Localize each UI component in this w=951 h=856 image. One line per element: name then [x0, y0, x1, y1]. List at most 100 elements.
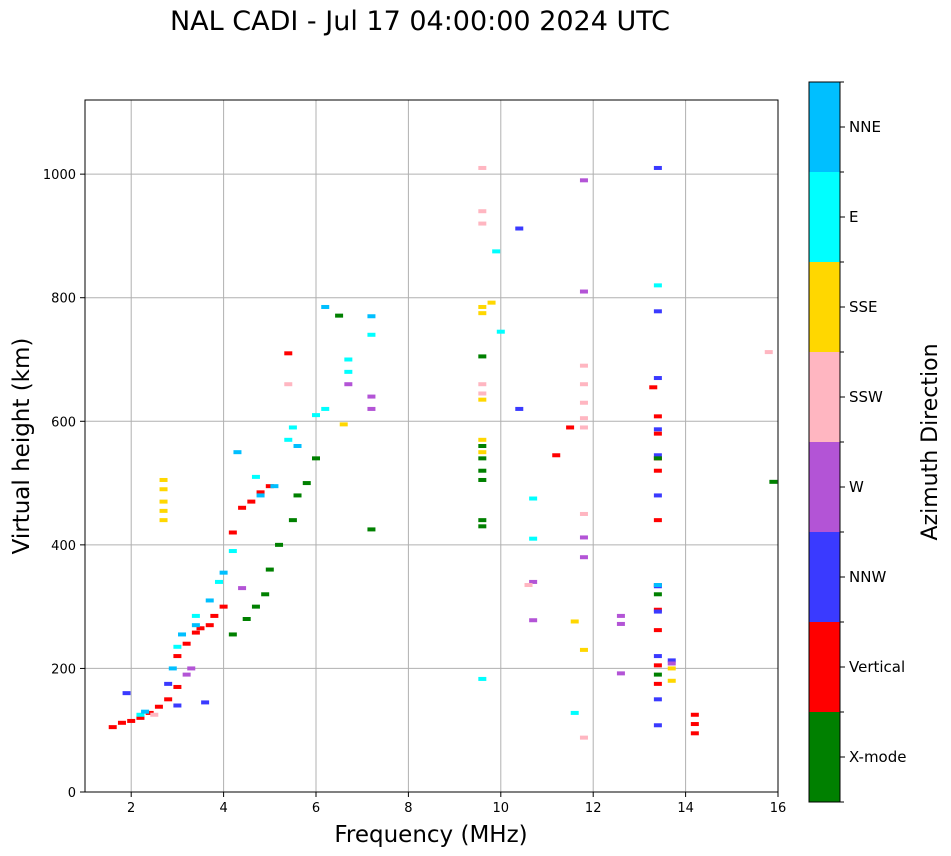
- colorbar-tick-label: X-mode: [849, 748, 906, 766]
- data-point: [275, 542, 284, 547]
- data-point: [302, 481, 311, 486]
- data-point: [478, 311, 487, 316]
- colorbar-tick-label: SSW: [849, 388, 883, 406]
- data-point: [293, 444, 302, 448]
- data-point: [321, 406, 330, 411]
- data-point: [238, 505, 247, 510]
- data-point: [552, 453, 561, 458]
- colorbar-swatch: [809, 172, 840, 262]
- data-point: [256, 493, 265, 498]
- data-point: [367, 314, 376, 319]
- data-point: [667, 666, 676, 671]
- colorbar-swatch: [809, 442, 840, 532]
- data-point: [168, 666, 177, 671]
- data-point: [265, 567, 274, 572]
- data-point: [653, 468, 662, 473]
- y-tick-label: 200: [51, 662, 76, 677]
- data-point: [178, 632, 187, 637]
- data-point: [579, 400, 588, 405]
- data-point: [136, 715, 145, 720]
- data-point: [653, 165, 662, 170]
- data-point: [191, 630, 200, 635]
- data-point: [205, 598, 214, 603]
- data-point: [478, 382, 487, 387]
- data-point: [653, 427, 662, 432]
- data-point: [653, 609, 662, 614]
- data-point: [478, 477, 487, 482]
- data-point: [579, 555, 588, 560]
- data-point: [653, 723, 662, 728]
- data-point: [214, 579, 223, 584]
- data-point: [122, 691, 131, 696]
- data-point: [515, 406, 524, 411]
- data-point: [667, 658, 676, 663]
- data-point: [579, 363, 588, 368]
- data-point: [570, 619, 579, 624]
- data-point: [284, 437, 293, 442]
- data-point: [579, 178, 588, 183]
- data-point: [579, 382, 588, 387]
- y-axis-label: Virtual height (km): [9, 338, 35, 555]
- data-point: [487, 300, 496, 305]
- data-point: [616, 671, 625, 676]
- data-point: [173, 644, 182, 649]
- data-point: [653, 518, 662, 523]
- data-point: [616, 621, 625, 626]
- data-point: [159, 518, 168, 523]
- colorbar-tick-label: Vertical: [849, 658, 905, 676]
- data-point: [288, 425, 297, 430]
- data-point: [256, 490, 265, 495]
- data-point: [247, 499, 256, 504]
- data-point: [478, 221, 487, 226]
- data-point: [616, 613, 625, 618]
- data-point: [196, 626, 205, 631]
- x-axis-label: Frequency (MHz): [334, 822, 527, 848]
- data-point: [159, 487, 168, 492]
- data-point: [238, 586, 247, 591]
- data-point: [108, 725, 117, 730]
- data-point: [579, 535, 588, 540]
- data-point: [529, 618, 538, 623]
- data-point: [653, 376, 662, 381]
- data-point: [159, 508, 168, 513]
- data-point: [367, 527, 376, 532]
- data-point: [653, 654, 662, 659]
- data-point: [367, 332, 376, 337]
- data-point: [478, 524, 487, 529]
- data-point: [667, 678, 676, 683]
- data-point: [219, 604, 228, 609]
- grid-lines: [85, 100, 779, 793]
- data-point: [321, 304, 330, 309]
- data-point: [579, 511, 588, 516]
- colorbar-swatch: [809, 82, 840, 172]
- data-point: [117, 720, 126, 725]
- data-point: [187, 666, 196, 671]
- y-tick-label: 400: [51, 539, 76, 554]
- data-point: [653, 681, 662, 686]
- x-tick-label: 8: [404, 801, 412, 816]
- data-point: [173, 654, 182, 659]
- data-point: [205, 623, 214, 628]
- data-point: [201, 700, 210, 705]
- data-point: [265, 484, 274, 489]
- data-point: [344, 369, 353, 374]
- data-point: [173, 703, 182, 708]
- data-point: [653, 672, 662, 677]
- data-point: [566, 425, 575, 430]
- data-point: [288, 518, 297, 523]
- data-point: [649, 385, 658, 390]
- data-point: [159, 477, 168, 482]
- data-point: [492, 249, 501, 254]
- data-point: [219, 570, 228, 575]
- data-point: [284, 382, 293, 387]
- colorbar-tick-label: SSE: [849, 298, 878, 316]
- data-point: [173, 684, 182, 689]
- data-point: [145, 710, 154, 715]
- data-point: [251, 474, 260, 479]
- colorbar-swatch: [809, 352, 840, 442]
- data-point: [478, 676, 487, 681]
- data-points: [108, 165, 778, 740]
- data-point: [579, 416, 588, 421]
- data-point: [228, 530, 237, 535]
- data-point: [653, 628, 662, 633]
